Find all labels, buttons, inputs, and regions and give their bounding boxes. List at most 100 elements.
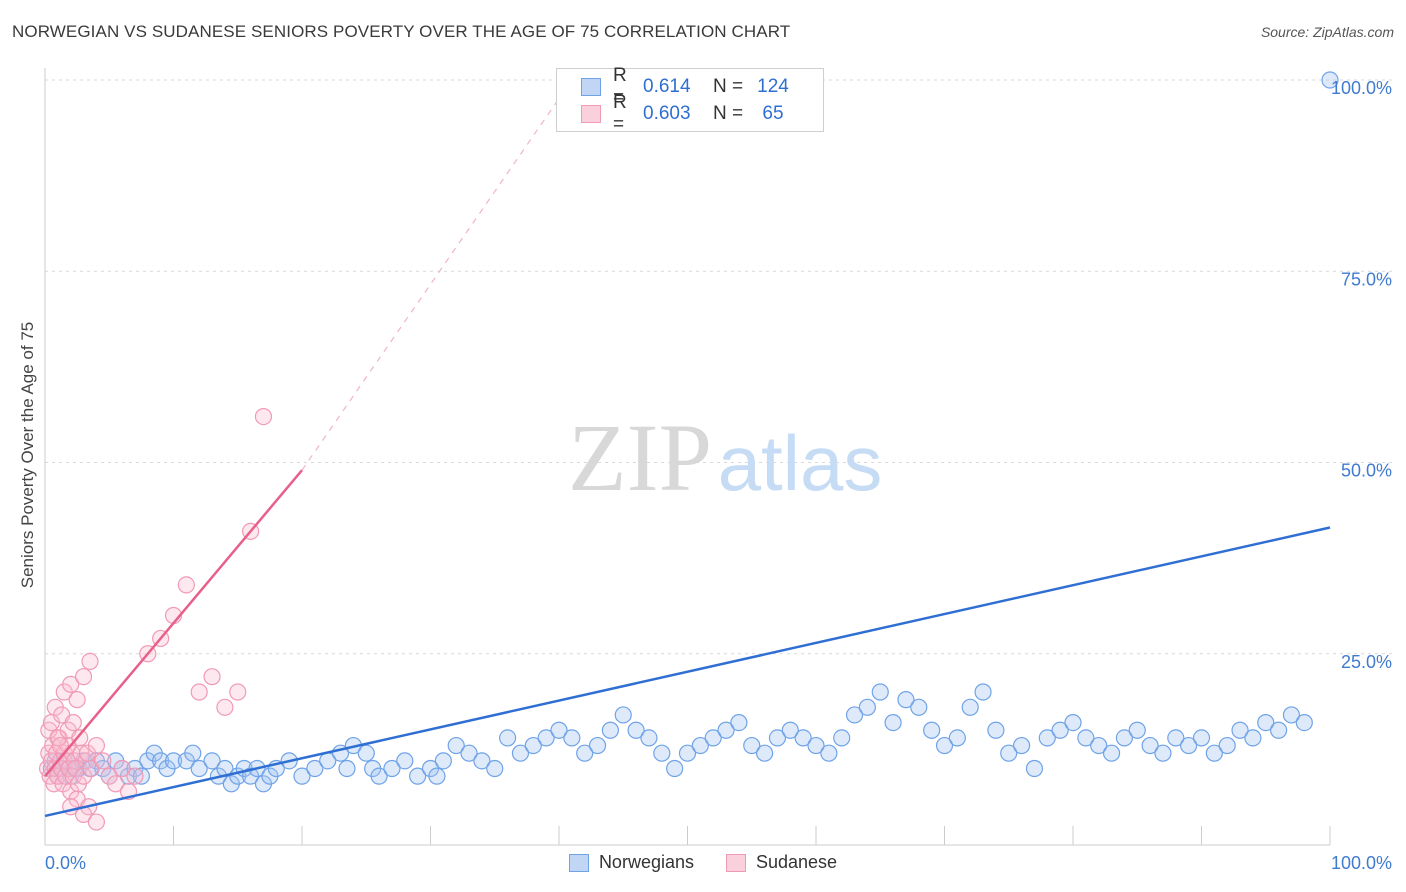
data-point-norwegians xyxy=(820,744,838,762)
data-point-sudanese xyxy=(81,652,99,671)
data-point-norwegians xyxy=(1205,744,1223,762)
trend-line-sudanese xyxy=(44,469,303,777)
x-tick-label-min: 0.0% xyxy=(45,853,86,873)
legend-item-sudanese: Sudanese xyxy=(725,852,838,873)
data-point-norwegians xyxy=(1077,729,1095,747)
data-point-norwegians xyxy=(338,759,356,778)
data-point-sudanese xyxy=(87,736,106,755)
gridlines xyxy=(45,79,1392,655)
data-point-norwegians xyxy=(614,706,632,724)
data-point-sudanese xyxy=(87,813,106,831)
r-label: R = xyxy=(613,65,627,108)
data-point-norwegians xyxy=(1000,744,1018,762)
n-label: N = xyxy=(713,103,744,124)
series-norwegians xyxy=(42,71,1339,793)
data-point-norwegians xyxy=(730,713,748,732)
r-value: 0.614 xyxy=(643,76,691,97)
data-point-sudanese xyxy=(71,729,89,747)
data-point-norwegians xyxy=(357,744,375,762)
y-tick-label: 75.0% xyxy=(1341,269,1392,289)
data-point-norwegians xyxy=(190,759,208,778)
tick-labels: 25.0% 50.0% 75.0% 100.0% 0.0% 100.0% xyxy=(45,78,1392,873)
data-point-norwegians xyxy=(1167,729,1185,747)
data-point-norwegians xyxy=(1141,736,1159,755)
data-point-norwegians xyxy=(1180,736,1198,755)
data-point-sudanese xyxy=(190,683,208,701)
data-point-norwegians xyxy=(511,744,530,762)
data-point-norwegians xyxy=(794,729,812,747)
legend-label-norwegians: Norwegians xyxy=(598,852,694,872)
data-point-norwegians xyxy=(588,736,607,755)
y-tick-label: 25.0% xyxy=(1341,652,1392,672)
x-tick-label-max: 100.0% xyxy=(1331,853,1392,873)
source-label: Source: ZipAtlas.com xyxy=(1260,24,1394,40)
data-point-norwegians xyxy=(428,767,446,785)
data-point-norwegians xyxy=(1102,744,1121,762)
data-point-norwegians xyxy=(871,683,889,701)
data-point-sudanese xyxy=(64,713,82,732)
watermark-zip: ZIP xyxy=(568,404,712,511)
data-point-norwegians xyxy=(1012,736,1031,755)
data-point-norwegians xyxy=(434,752,452,770)
data-point-norwegians xyxy=(1192,729,1211,747)
data-point-norwegians xyxy=(627,721,645,739)
y-tick-label: 50.0% xyxy=(1341,461,1392,481)
legend-item-norwegians: Norwegians xyxy=(568,852,694,873)
norwegians-swatch-icon xyxy=(581,78,601,96)
data-point-norwegians xyxy=(743,736,761,755)
data-point-sudanese xyxy=(68,691,86,709)
r-value: 0.603 xyxy=(643,103,691,124)
data-point-norwegians xyxy=(935,736,954,755)
data-point-sudanese xyxy=(229,683,247,701)
legend-row-norwegians: R = 0.614 N = 124 xyxy=(581,65,793,108)
legend-label-sudanese: Sudanese xyxy=(755,852,838,872)
data-point-norwegians xyxy=(987,721,1005,739)
data-point-norwegians xyxy=(383,759,401,778)
trend-extension-sudanese xyxy=(301,79,573,471)
data-point-norwegians xyxy=(1257,713,1275,732)
n-value: 65 xyxy=(762,103,784,124)
data-point-norwegians xyxy=(1038,729,1056,747)
data-point-norwegians xyxy=(306,759,324,778)
watermark: ZIP atlas xyxy=(568,404,882,511)
n-value: 124 xyxy=(757,76,789,97)
data-point-sudanese xyxy=(113,759,131,778)
data-point-norwegians xyxy=(768,729,787,747)
data-point-norwegians xyxy=(293,767,311,785)
data-point-norwegians xyxy=(132,767,150,785)
norwegians-legend-icon xyxy=(568,853,589,872)
data-point-norwegians xyxy=(524,736,542,755)
data-point-norwegians xyxy=(1244,729,1262,747)
data-point-sudanese xyxy=(216,698,234,716)
data-point-norwegians xyxy=(691,736,709,755)
data-point-norwegians xyxy=(203,752,221,770)
sudanese-swatch-icon xyxy=(581,105,601,123)
data-point-norwegians xyxy=(1025,759,1044,778)
data-point-norwegians xyxy=(601,721,620,739)
bottom-legend: Norwegians Sudanese xyxy=(0,852,1406,873)
axes xyxy=(44,68,1331,846)
data-point-norwegians xyxy=(884,713,902,732)
data-point-sudanese xyxy=(51,736,70,755)
data-point-norwegians xyxy=(563,729,581,747)
data-point-norwegians xyxy=(1231,721,1249,739)
data-point-norwegians xyxy=(486,759,504,778)
data-point-norwegians xyxy=(717,721,735,739)
data-point-norwegians xyxy=(1282,706,1301,724)
data-point-norwegians xyxy=(370,767,388,785)
data-point-norwegians xyxy=(164,752,183,770)
data-point-norwegians xyxy=(1128,721,1146,739)
y-tick-label: 100.0% xyxy=(1331,78,1392,98)
data-point-sudanese xyxy=(107,775,125,793)
legend-row-sudanese: R = 0.603 N = 65 xyxy=(581,92,793,135)
data-point-sudanese xyxy=(74,668,93,686)
data-point-norwegians xyxy=(666,759,684,778)
stats-legend: R = 0.614 N = 124 R = 0.603 N = 65 xyxy=(556,65,824,135)
data-point-norwegians xyxy=(1154,744,1172,762)
data-point-norwegians xyxy=(1295,713,1313,732)
data-point-norwegians xyxy=(678,744,697,762)
data-point-norwegians xyxy=(781,721,799,739)
data-point-norwegians xyxy=(858,698,877,716)
data-point-norwegians xyxy=(1218,736,1236,755)
